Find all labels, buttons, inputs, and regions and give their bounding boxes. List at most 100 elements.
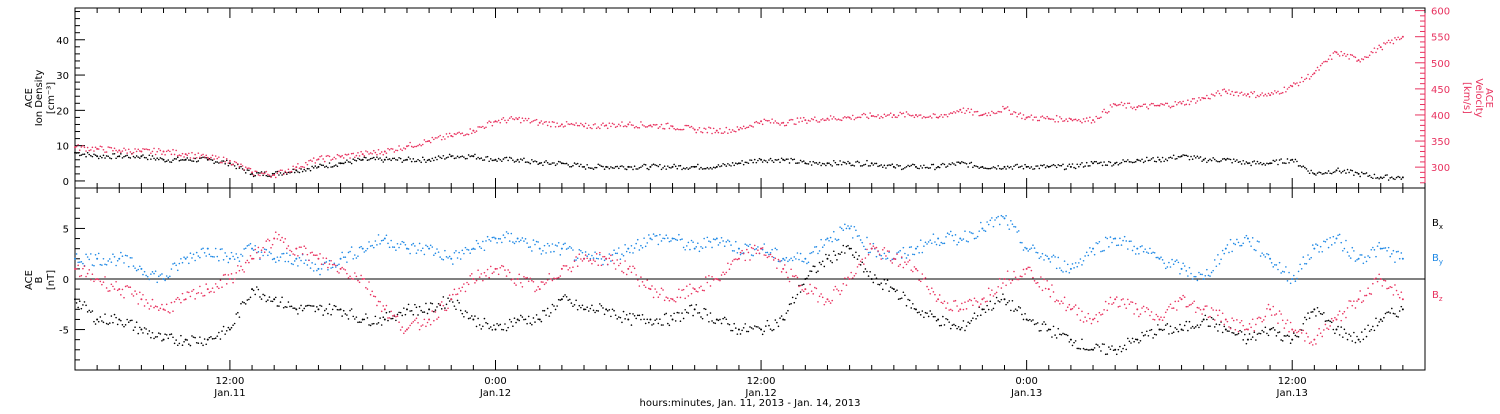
data-point xyxy=(956,327,958,330)
data-point xyxy=(820,238,822,241)
data-point xyxy=(170,161,173,163)
data-point xyxy=(730,131,732,133)
data-point xyxy=(942,162,944,165)
data-point xyxy=(956,243,958,246)
data-point xyxy=(1264,315,1267,318)
data-point xyxy=(814,162,816,164)
data-point xyxy=(670,167,672,169)
data-point xyxy=(972,114,974,116)
data-point xyxy=(257,288,260,291)
data-point xyxy=(246,245,249,247)
data-point xyxy=(581,251,584,254)
data-point xyxy=(1220,94,1222,97)
data-point xyxy=(1318,251,1320,253)
data-point xyxy=(225,255,228,258)
data-point xyxy=(167,310,170,313)
data-point xyxy=(715,278,718,280)
data-point xyxy=(995,291,998,294)
data-point xyxy=(366,151,369,153)
data-point xyxy=(161,273,163,275)
data-point xyxy=(452,301,454,303)
data-point xyxy=(682,246,685,249)
data-point xyxy=(311,160,313,162)
data-point xyxy=(916,269,919,272)
data-point xyxy=(268,239,271,242)
data-point xyxy=(648,125,650,127)
data-point xyxy=(652,123,655,126)
data-point xyxy=(504,156,506,159)
data-point xyxy=(1160,256,1162,259)
data-point xyxy=(592,259,595,261)
data-point xyxy=(1171,105,1173,108)
data-point xyxy=(722,317,724,320)
data-point xyxy=(665,296,668,298)
data-point xyxy=(91,310,94,312)
data-point xyxy=(331,308,334,311)
data-point xyxy=(614,268,617,270)
data-point xyxy=(545,252,547,254)
data-point xyxy=(458,302,460,304)
data-point xyxy=(1262,331,1265,333)
data-point xyxy=(1051,118,1053,120)
data-point xyxy=(1065,270,1067,273)
data-point xyxy=(455,250,457,252)
data-point xyxy=(162,338,165,341)
data-point xyxy=(1239,160,1241,163)
data-point xyxy=(366,288,369,290)
data-point xyxy=(641,281,644,283)
data-point xyxy=(1085,320,1088,322)
data-point xyxy=(1266,95,1268,97)
data-point xyxy=(866,236,868,239)
data-point xyxy=(1289,342,1292,345)
data-point xyxy=(954,112,957,114)
data-point xyxy=(1270,91,1273,94)
data-point xyxy=(1127,337,1129,340)
data-point xyxy=(436,318,438,320)
data-point xyxy=(908,259,911,261)
data-point xyxy=(126,318,128,321)
data-point xyxy=(532,120,535,122)
data-point xyxy=(398,246,400,249)
data-point xyxy=(1386,249,1388,252)
data-point xyxy=(965,109,968,112)
data-point xyxy=(1289,159,1292,161)
data-point xyxy=(1383,42,1385,44)
data-point xyxy=(1033,247,1036,249)
data-point xyxy=(254,248,257,251)
data-point xyxy=(1245,342,1248,345)
data-point xyxy=(274,171,277,173)
data-point xyxy=(576,257,579,259)
data-point xyxy=(992,166,995,168)
data-point xyxy=(636,238,639,241)
data-point xyxy=(1027,266,1030,269)
data-point xyxy=(140,150,143,153)
data-point xyxy=(831,118,834,120)
data-point xyxy=(1221,158,1224,160)
data-point xyxy=(1040,116,1042,118)
top-right-axis-title: ACE Velocity [km/s] xyxy=(1461,78,1494,117)
data-point xyxy=(622,125,625,128)
data-point xyxy=(946,232,949,234)
data-point xyxy=(409,141,411,144)
data-point xyxy=(546,307,549,310)
velocity-tick-label: 350 xyxy=(1431,137,1450,148)
data-point xyxy=(1391,253,1393,255)
data-point xyxy=(1395,176,1398,179)
data-point xyxy=(1253,329,1256,332)
data-point xyxy=(293,260,296,262)
data-point xyxy=(354,159,356,161)
data-point xyxy=(429,141,432,144)
data-point xyxy=(1246,93,1249,96)
data-point xyxy=(809,252,811,255)
data-point xyxy=(1324,323,1327,326)
data-point xyxy=(986,114,988,117)
data-point xyxy=(391,148,394,150)
data-point xyxy=(1199,99,1202,101)
data-point xyxy=(445,133,448,135)
data-point xyxy=(1022,167,1025,170)
data-point xyxy=(744,161,747,164)
data-point xyxy=(949,230,952,233)
data-point xyxy=(578,304,581,307)
data-point xyxy=(371,290,373,293)
data-point xyxy=(795,274,797,277)
